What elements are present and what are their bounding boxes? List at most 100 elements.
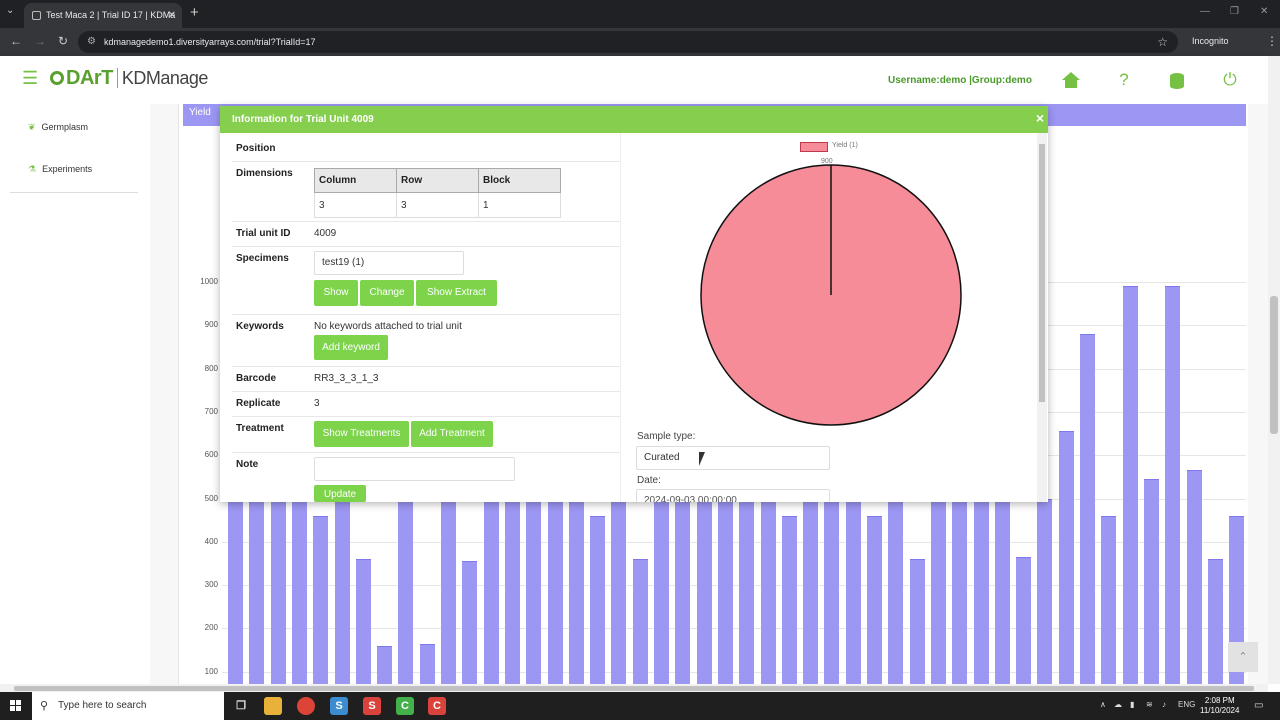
chart-bar[interactable]	[1037, 498, 1053, 684]
update-button[interactable]: Update	[314, 485, 366, 502]
chart-bar[interactable]	[1207, 559, 1223, 684]
chart-bar[interactable]	[526, 498, 542, 684]
pie-legend-label[interactable]: Yield (1)	[832, 142, 858, 149]
show-extract-button[interactable]: Show Extract	[416, 280, 497, 306]
chart-bar[interactable]	[1143, 479, 1159, 684]
close-window-icon[interactable]: ✕	[1260, 6, 1269, 17]
chart-bar[interactable]	[1165, 286, 1181, 684]
chart-bar[interactable]	[781, 515, 797, 684]
chart-bar[interactable]	[824, 498, 840, 684]
sidebar-item-experiments[interactable]: ⚗ Experiments	[28, 164, 92, 175]
show-button[interactable]: Show	[314, 280, 358, 306]
back-icon[interactable]: ←	[10, 34, 22, 48]
chart-bar[interactable]	[803, 498, 819, 684]
chart-bar[interactable]	[1016, 556, 1032, 684]
app-c-red-icon[interactable]: C	[428, 697, 446, 715]
chart-bar[interactable]	[930, 498, 946, 684]
restore-icon[interactable]: ❐	[1230, 6, 1239, 17]
add-keyword-button[interactable]: Add keyword	[314, 335, 388, 360]
new-tab-icon[interactable]: +	[190, 4, 199, 21]
chart-bar[interactable]	[1122, 286, 1138, 684]
browser-tab[interactable]: Test Maca 2 | Trial ID 17 | KDMa ✕	[24, 3, 182, 28]
chart-bar[interactable]	[909, 559, 925, 684]
chart-bar[interactable]	[888, 498, 904, 684]
tab-search-icon[interactable]: ⌄	[6, 5, 15, 16]
chart-bar[interactable]	[249, 498, 265, 684]
chart-bar[interactable]	[270, 498, 286, 684]
chart-bar[interactable]	[867, 515, 882, 684]
chart-bar[interactable]	[441, 498, 456, 684]
chart-bar[interactable]	[313, 515, 329, 684]
note-input[interactable]	[314, 457, 515, 481]
chart-bar[interactable]	[696, 498, 712, 684]
chart-bar[interactable]	[483, 498, 499, 684]
chart-bar[interactable]	[994, 498, 1010, 684]
notification-icon[interactable]: ▭	[1254, 700, 1264, 711]
app-s-red-icon[interactable]: S	[363, 697, 381, 715]
chart-bar[interactable]	[632, 559, 648, 684]
chart-bar[interactable]	[355, 559, 371, 684]
date-input[interactable]: 2024-09-03 00:00:00	[636, 489, 830, 502]
chart-bar[interactable]	[1101, 515, 1117, 684]
specimen-select[interactable]: test19 (1)	[314, 251, 464, 275]
page-horizontal-scrollbar-thumb[interactable]	[14, 686, 1254, 691]
chart-bar[interactable]	[973, 498, 989, 684]
hamburger-menu-icon[interactable]: ☰	[22, 68, 39, 88]
help-icon[interactable]: ?	[1119, 70, 1129, 89]
task-view-icon[interactable]: ❐	[236, 700, 246, 712]
change-button[interactable]: Change	[360, 280, 414, 306]
add-treatment-button[interactable]: Add Treatment	[411, 421, 493, 447]
chrome-icon[interactable]	[297, 697, 315, 715]
chart-bar[interactable]	[952, 498, 968, 684]
cloud-icon[interactable]: ☁	[1114, 700, 1122, 709]
chart-bar[interactable]	[547, 498, 563, 684]
browser-menu-icon[interactable]: ⋮	[1266, 34, 1278, 48]
chart-bar[interactable]	[568, 498, 584, 684]
chart-bar[interactable]	[504, 498, 520, 684]
url-input[interactable]: ⚙ kdmanagedemo1.diversityarrays.com/tria…	[78, 31, 1178, 53]
app-c-green-icon[interactable]: C	[396, 697, 414, 715]
scroll-to-top-button[interactable]: ⌃	[1228, 642, 1258, 672]
windows-start-icon[interactable]	[10, 700, 22, 712]
bookmark-star-icon[interactable]: ☆	[1157, 35, 1168, 49]
close-tab-icon[interactable]: ✕	[167, 10, 176, 21]
chart-bar[interactable]	[654, 498, 669, 684]
database-icon[interactable]	[1170, 73, 1184, 89]
tray-chevron-icon[interactable]: ∧	[1100, 700, 1106, 709]
taskbar-search-input[interactable]: ⚲ Type here to search	[32, 692, 224, 720]
chart-bar[interactable]	[611, 498, 627, 684]
app-s-blue-icon[interactable]: S	[330, 697, 348, 715]
chart-bar[interactable]	[1080, 333, 1095, 684]
minimize-icon[interactable]: —	[1200, 6, 1210, 17]
chart-bar[interactable]	[760, 498, 776, 684]
show-treatments-button[interactable]: Show Treatments	[314, 421, 409, 447]
chart-bar[interactable]	[377, 645, 393, 684]
page-vertical-scrollbar-thumb[interactable]	[1270, 296, 1278, 434]
chart-bar[interactable]	[675, 498, 691, 684]
chart-bar[interactable]	[462, 561, 478, 684]
chart-bar[interactable]	[739, 498, 755, 684]
language-indicator[interactable]: ENG	[1178, 700, 1196, 709]
reload-icon[interactable]: ↻	[58, 34, 69, 48]
home-icon-body[interactable]	[1065, 80, 1077, 88]
chart-bar[interactable]	[291, 498, 307, 684]
chart-bar[interactable]	[334, 498, 350, 684]
wifi-icon[interactable]: ≋	[1146, 700, 1153, 709]
close-icon[interactable]: ×	[1035, 110, 1044, 126]
chart-bar[interactable]	[845, 498, 861, 684]
forward-icon[interactable]: →	[34, 34, 46, 48]
sidebar-item-germplasm[interactable]: ❦ Germplasm	[28, 122, 88, 133]
modal-scrollbar-thumb[interactable]	[1039, 144, 1045, 402]
chart-bar[interactable]	[419, 643, 435, 684]
chart-bar[interactable]	[717, 498, 733, 684]
app-logo[interactable]: DArT KDManage	[50, 67, 208, 90]
chart-bar[interactable]	[1058, 431, 1074, 684]
chart-bar[interactable]	[590, 515, 606, 684]
chart-bar[interactable]	[228, 498, 243, 684]
site-info-icon[interactable]: ⚙	[87, 36, 96, 47]
chart-bar[interactable]	[398, 498, 414, 684]
taskbar-clock[interactable]: 2:08 PM 11/10/2024	[1200, 696, 1239, 716]
power-icon[interactable]: ⏻	[1223, 70, 1237, 89]
chart-bar[interactable]	[1186, 470, 1202, 684]
file-explorer-icon[interactable]	[264, 697, 282, 715]
